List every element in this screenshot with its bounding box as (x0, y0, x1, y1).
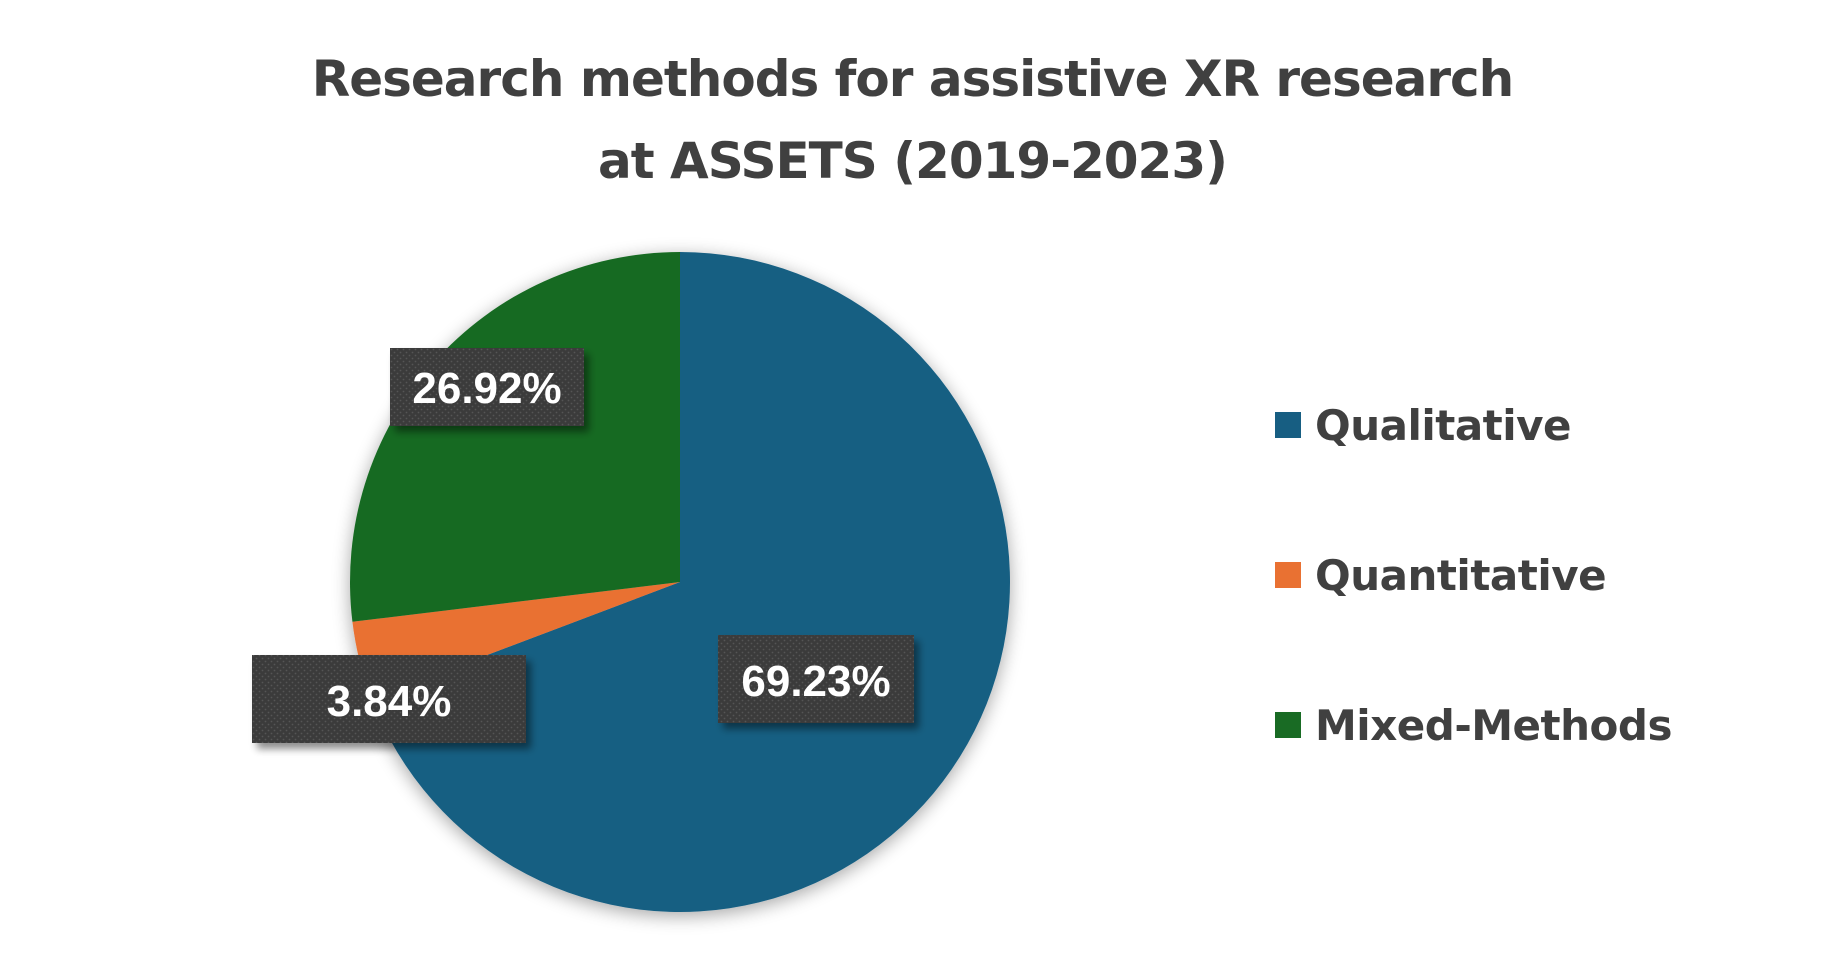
pie-data-labels: 69.23% 3.84% 26.92% (252, 348, 914, 743)
chart-title-line-2: at ASSETS (2019-2023) (598, 132, 1228, 190)
data-label-text-quantitative: 3.84% (327, 677, 452, 726)
legend-label-mixed-methods: Mixed-Methods (1315, 700, 1672, 750)
legend-item-qualitative: Qualitative (1275, 400, 1572, 450)
data-label-qualitative: 69.23% (718, 635, 914, 723)
data-label-text-qualitative: 69.23% (741, 657, 890, 706)
legend-swatch-qualitative (1275, 412, 1301, 438)
data-label-mixed-methods: 26.92% (390, 348, 584, 426)
legend-item-mixed-methods: Mixed-Methods (1275, 700, 1672, 750)
legend-swatch-mixed-methods (1275, 712, 1301, 738)
data-label-box-qualitative (718, 635, 914, 723)
data-label-box-quantitative (252, 655, 526, 743)
legend-swatch-quantitative (1275, 562, 1301, 588)
pie-slices (350, 252, 1011, 912)
chart-title: Research methods for assistive XR resear… (0, 38, 1825, 202)
legend-item-quantitative: Quantitative (1275, 550, 1607, 600)
pie-slice-qualitative (371, 252, 1011, 912)
data-label-box-mixed-methods (390, 348, 584, 426)
legend-label-quantitative: Quantitative (1315, 550, 1607, 600)
chart-title-line-1: Research methods for assistive XR resear… (311, 50, 1515, 108)
data-label-quantitative: 3.84% (252, 655, 526, 743)
data-label-text-mixed-methods: 26.92% (412, 364, 561, 413)
pie-slice-mixed-methods (350, 252, 680, 622)
legend-label-qualitative: Qualitative (1315, 400, 1572, 450)
